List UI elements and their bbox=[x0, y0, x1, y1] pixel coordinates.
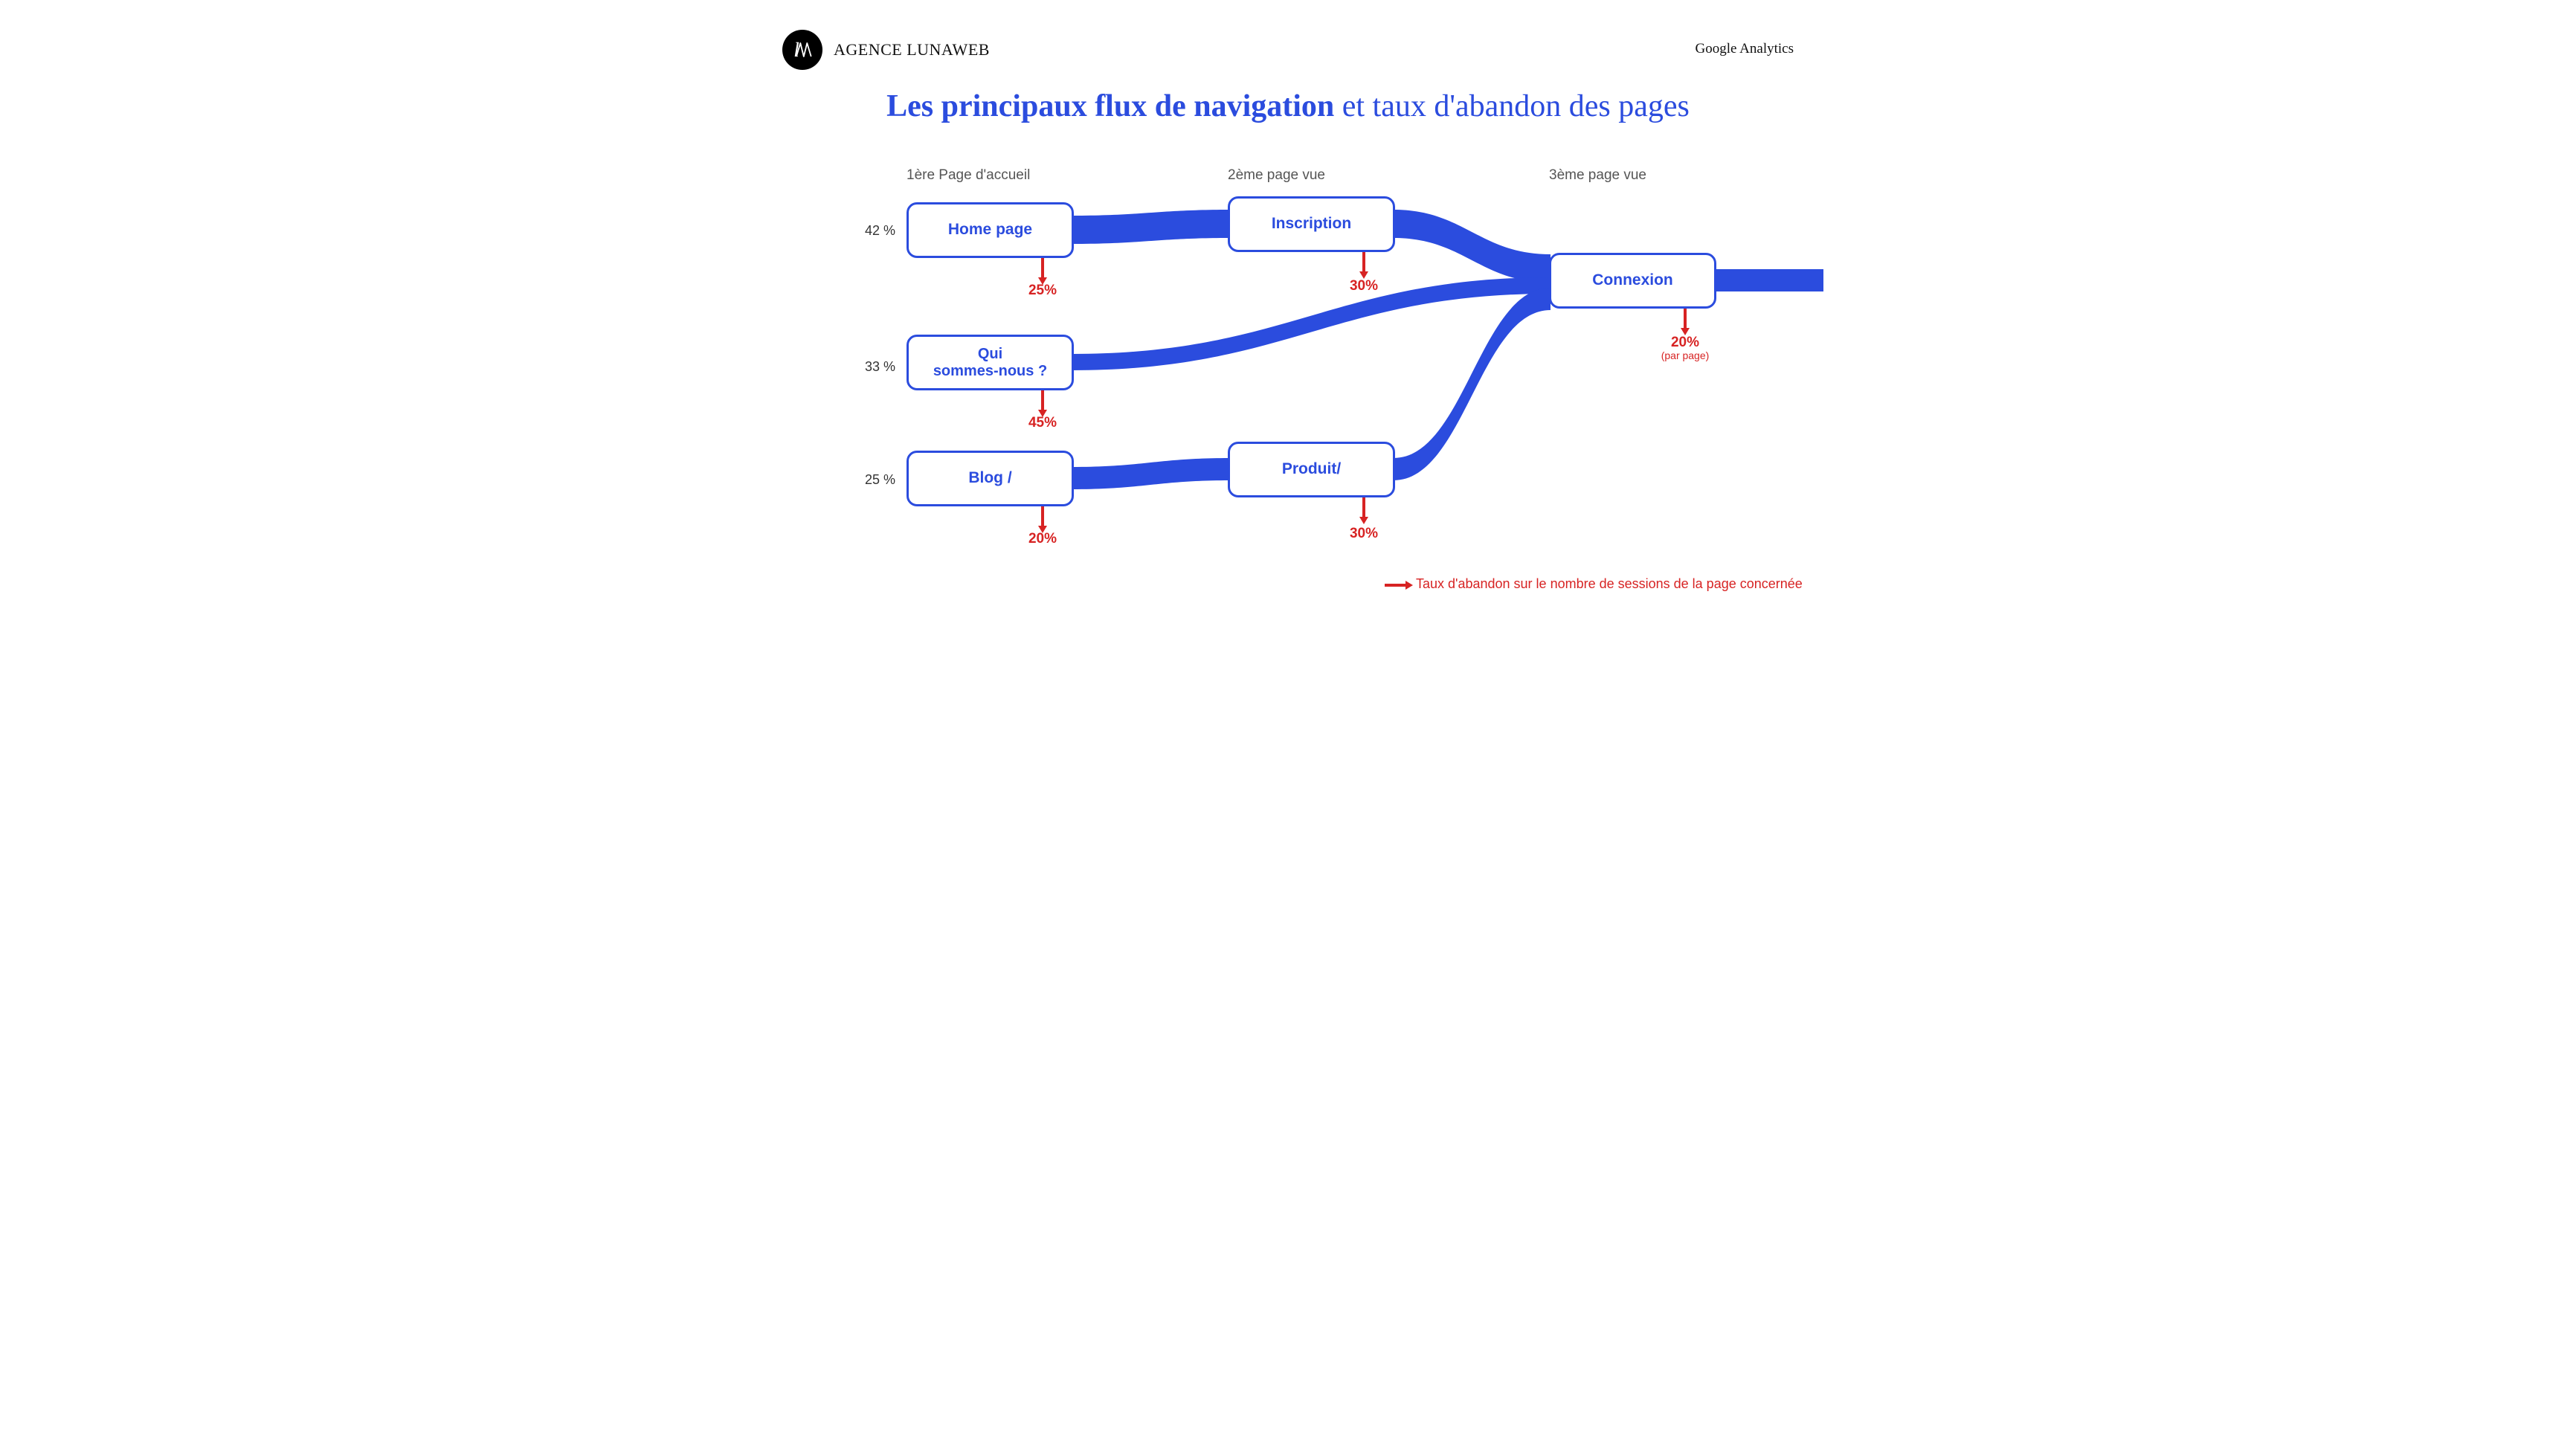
legend-arrow-icon bbox=[1385, 581, 1413, 590]
slide-title: Les principaux flux de navigation et tau… bbox=[753, 88, 1823, 125]
flow-f-produit-conn bbox=[1394, 288, 1551, 480]
dropoff-label-produit: 30% bbox=[1342, 526, 1386, 542]
node-home: Home page bbox=[907, 202, 1074, 258]
legend-text: Taux d'abandon sur le nombre de sessions… bbox=[1416, 576, 1803, 592]
node-blog: Blog / bbox=[907, 451, 1074, 506]
brand-name: AGENCE LUNAWEB bbox=[834, 40, 990, 59]
node-label-line: Connexion bbox=[1592, 271, 1673, 289]
dropoff-arrow-about bbox=[1038, 390, 1047, 417]
flow-f-conn-out bbox=[1715, 269, 1823, 291]
lunaweb-logo-icon: l bbox=[789, 36, 816, 63]
dropoff-arrow-blog bbox=[1038, 506, 1047, 533]
node-label-line: sommes-nous ? bbox=[933, 363, 1047, 380]
node-label-line: Blog / bbox=[968, 469, 1011, 487]
dropoff-label-connex: 20% bbox=[1663, 335, 1707, 351]
node-label-line: Produit/ bbox=[1282, 460, 1341, 478]
flow-f-about-conn bbox=[1072, 277, 1551, 370]
source-label: Google Analytics bbox=[1696, 41, 1794, 57]
node-signup: Inscription bbox=[1228, 196, 1395, 252]
entry-pct-about: 33 % bbox=[854, 359, 895, 375]
column-header-2: 2ème page vue bbox=[1228, 167, 1325, 184]
header-left: l AGENCE LUNAWEB bbox=[782, 30, 990, 70]
dropoff-label-home: 25% bbox=[1020, 283, 1065, 299]
dropoff-label-signup: 30% bbox=[1342, 278, 1386, 294]
node-label-line: Home page bbox=[948, 221, 1032, 239]
node-connex: Connexion bbox=[1549, 253, 1716, 309]
dropoff-note-connex: (par page) bbox=[1648, 349, 1722, 361]
column-header-3: 3ème page vue bbox=[1549, 167, 1646, 184]
flow-f-blog-produit bbox=[1072, 458, 1229, 489]
title-bold: Les principaux flux de navigation bbox=[886, 89, 1334, 123]
dropoff-arrow-signup bbox=[1359, 252, 1368, 279]
column-header-1: 1ère Page d'accueil bbox=[907, 167, 1030, 184]
flow-f-home-signup bbox=[1072, 210, 1229, 244]
flow-f-signup-conn bbox=[1394, 210, 1551, 283]
node-label-line: Inscription bbox=[1272, 215, 1351, 233]
title-light: et taux d'abandon des pages bbox=[1334, 89, 1690, 123]
node-produit: Produit/ bbox=[1228, 442, 1395, 497]
brand-logo: l bbox=[782, 30, 822, 70]
dropoff-arrow-home bbox=[1038, 258, 1047, 285]
dropoff-label-blog: 20% bbox=[1020, 531, 1065, 547]
slide-stage: l AGENCE LUNAWEB Google Analytics Les pr… bbox=[753, 0, 1823, 602]
dropoff-arrow-connex bbox=[1681, 309, 1690, 335]
entry-pct-home: 42 % bbox=[854, 223, 895, 239]
node-about: Quisommes-nous ? bbox=[907, 335, 1074, 390]
entry-pct-blog: 25 % bbox=[854, 472, 895, 488]
node-label-line: Qui bbox=[978, 346, 1002, 363]
dropoff-arrow-produit bbox=[1359, 497, 1368, 524]
dropoff-label-about: 45% bbox=[1020, 415, 1065, 431]
